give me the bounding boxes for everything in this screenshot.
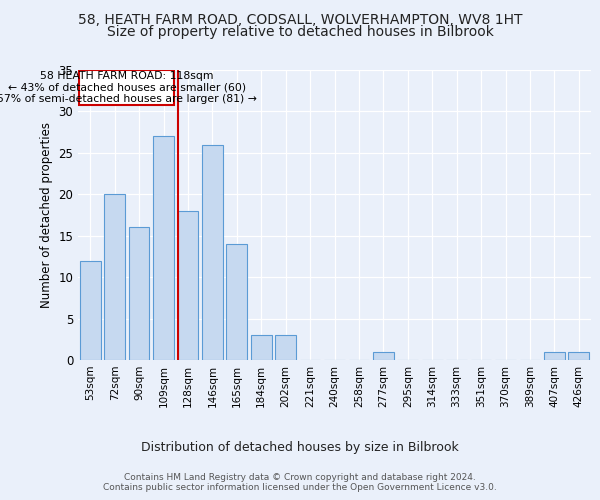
Bar bbox=[104, 194, 125, 360]
Text: 58 HEATH FARM ROAD: 118sqm
← 43% of detached houses are smaller (60)
57% of semi: 58 HEATH FARM ROAD: 118sqm ← 43% of deta… bbox=[0, 71, 257, 104]
Bar bbox=[202, 144, 223, 360]
Bar bbox=[153, 136, 174, 360]
Bar bbox=[226, 244, 247, 360]
Text: Contains HM Land Registry data © Crown copyright and database right 2024.
Contai: Contains HM Land Registry data © Crown c… bbox=[103, 473, 497, 492]
Bar bbox=[128, 228, 149, 360]
Text: Distribution of detached houses by size in Bilbrook: Distribution of detached houses by size … bbox=[141, 441, 459, 454]
Bar bbox=[373, 352, 394, 360]
Bar bbox=[568, 352, 589, 360]
Text: Size of property relative to detached houses in Bilbrook: Size of property relative to detached ho… bbox=[107, 25, 493, 39]
Text: 58, HEATH FARM ROAD, CODSALL, WOLVERHAMPTON, WV8 1HT: 58, HEATH FARM ROAD, CODSALL, WOLVERHAMP… bbox=[78, 12, 522, 26]
Bar bbox=[275, 335, 296, 360]
Bar bbox=[178, 211, 199, 360]
Bar bbox=[80, 260, 101, 360]
Bar bbox=[251, 335, 272, 360]
Y-axis label: Number of detached properties: Number of detached properties bbox=[40, 122, 53, 308]
FancyBboxPatch shape bbox=[79, 70, 175, 105]
Bar bbox=[544, 352, 565, 360]
